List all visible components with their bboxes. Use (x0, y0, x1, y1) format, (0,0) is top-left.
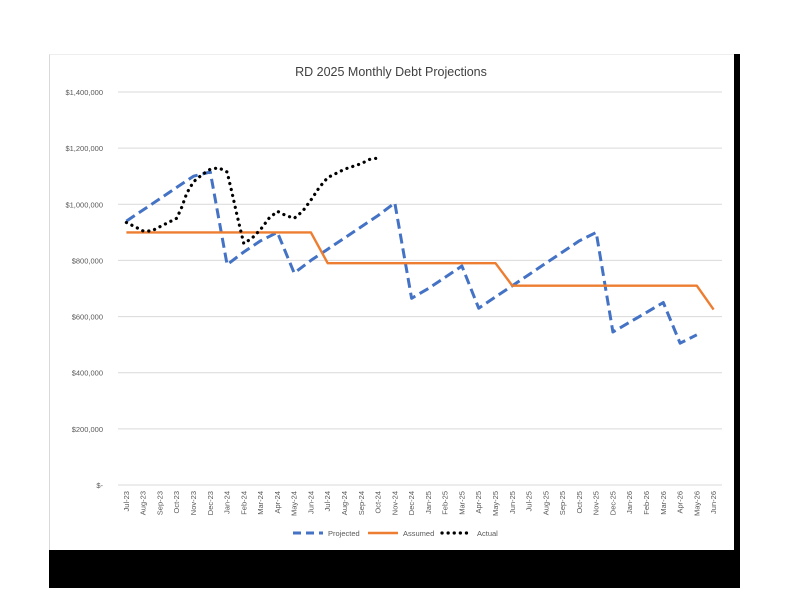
x-tick-label: Apr-24 (273, 491, 282, 514)
x-tick-label: Jan-25 (424, 491, 433, 514)
x-tick-label: Jul-23 (122, 491, 131, 511)
x-tick-label: Oct-25 (575, 491, 584, 514)
x-tick-label: Aug-23 (139, 491, 148, 515)
y-tick-label: $400,000 (72, 369, 103, 378)
x-tick-label: Jan-26 (625, 491, 634, 514)
x-tick-label: Jul-24 (323, 491, 332, 511)
chart-title: RD 2025 Monthly Debt Projections (295, 65, 487, 79)
y-axis-tick-labels: $- $200,000 $400,000 $600,000 $800,000 $1,000… (65, 88, 103, 490)
x-tick-label: May-24 (290, 491, 299, 516)
series-lines (124, 156, 715, 345)
x-tick-label: Dec-23 (206, 491, 215, 515)
x-tick-label: Apr-26 (676, 491, 685, 514)
y-tick-label: $1,000,000 (65, 200, 103, 209)
x-tick-label: Apr-25 (474, 491, 483, 514)
x-tick-label: Aug-25 (541, 491, 550, 515)
x-tick-label: May-26 (692, 491, 701, 516)
y-tick-label: $600,000 (72, 313, 103, 322)
series-line-assumed (126, 231, 715, 311)
x-tick-label: Sep-25 (558, 491, 567, 515)
x-tick-label: Mar-25 (457, 491, 466, 515)
x-tick-label: Feb-24 (239, 491, 248, 515)
y-tick-label: $200,000 (72, 425, 103, 434)
legend-label: Projected (328, 529, 360, 538)
gridlines (118, 91, 722, 486)
y-tick-label: $800,000 (72, 256, 103, 265)
x-tick-label: Dec-25 (608, 491, 617, 515)
x-tick-label: Oct-24 (374, 491, 383, 514)
x-tick-label: Nov-25 (592, 491, 601, 515)
x-tick-label: May-25 (491, 491, 500, 516)
x-tick-label: Feb-25 (441, 491, 450, 515)
chart-area: RD 2025 Monthly Debt Projections $- $200,… (49, 54, 735, 551)
x-tick-label: Mar-26 (659, 491, 668, 515)
x-tick-label: Oct-23 (172, 491, 181, 514)
y-tick-label: $1,400,000 (65, 88, 103, 97)
x-tick-label: Jun-24 (306, 491, 315, 514)
x-tick-label: Jun-26 (709, 491, 718, 514)
y-tick-label: $- (96, 481, 103, 490)
x-tick-label: Nov-23 (189, 491, 198, 515)
black-border-bottom (49, 550, 740, 588)
x-axis-tick-labels: Jul-23 Aug-23 Sep-23 Oct-23 Nov-23 Dec-23 Jan-… (122, 491, 718, 516)
y-tick-label: $1,200,000 (65, 144, 103, 153)
series-line-projected (125, 170, 698, 345)
series-line-actual (124, 156, 380, 246)
x-tick-label: Jun-25 (508, 491, 517, 514)
x-tick-label: Jul-25 (525, 491, 534, 511)
x-tick-label: Sep-24 (357, 491, 366, 515)
legend: Projected Assumed Actual (293, 529, 498, 538)
x-tick-label: Sep-23 (155, 491, 164, 515)
x-tick-label: Aug-24 (340, 491, 349, 515)
legend-label: Actual (477, 529, 498, 538)
legend-label: Assumed (403, 529, 434, 538)
x-tick-label: Jan-24 (223, 491, 232, 514)
x-tick-label: Nov-24 (390, 491, 399, 515)
x-tick-label: Mar-24 (256, 491, 265, 515)
black-border-right (734, 54, 740, 588)
debt-projection-chart: RD 2025 Monthly Debt Projections $- $200,… (65, 65, 722, 538)
x-tick-label: Feb-26 (642, 491, 651, 515)
x-tick-label: Dec-24 (407, 491, 416, 515)
